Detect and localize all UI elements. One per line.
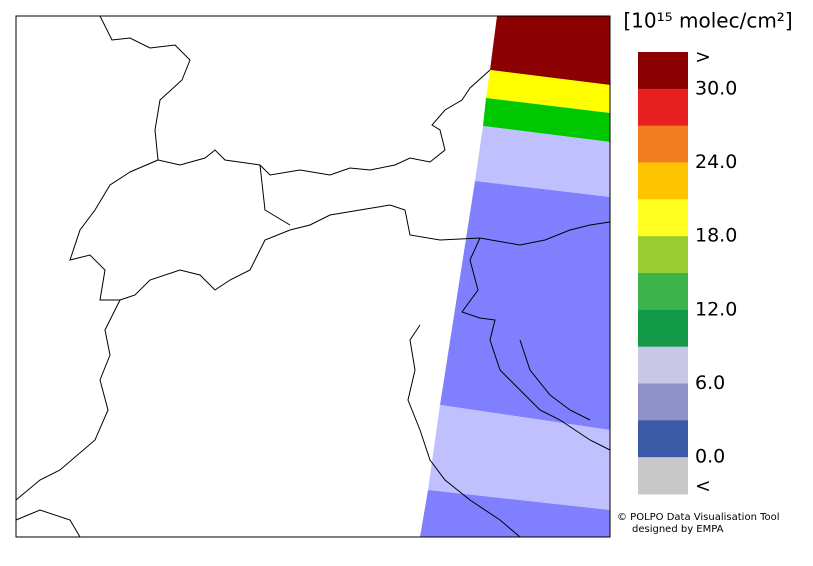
legend-label: 12.0 bbox=[695, 298, 737, 320]
color-swatch bbox=[638, 457, 688, 495]
legend-label: 30.0 bbox=[695, 77, 737, 99]
borders bbox=[15, 15, 611, 538]
colorbar: >30.0 24.0 18.0 12.0 6.0 0.0 < bbox=[638, 46, 737, 497]
color-swatch bbox=[638, 199, 688, 237]
swath bbox=[420, 16, 610, 537]
color-swatch bbox=[638, 125, 688, 163]
legend-label: 18.0 bbox=[695, 225, 737, 247]
legend-label: > bbox=[695, 46, 711, 68]
legend-label: 6.0 bbox=[695, 372, 725, 394]
legend-label: 0.0 bbox=[695, 446, 725, 468]
credit: © POLPO Data Visualisation Tool bbox=[617, 512, 780, 523]
color-swatch bbox=[638, 346, 688, 384]
credit: designed by EMPA bbox=[632, 524, 724, 535]
color-swatch bbox=[638, 162, 688, 200]
legend-label: < bbox=[695, 475, 711, 497]
color-swatch bbox=[638, 309, 688, 348]
color-swatch bbox=[638, 52, 688, 90]
legend-unit: [10¹⁵ molec/cm²] bbox=[623, 9, 792, 33]
color-swatch bbox=[638, 420, 688, 458]
color-swatch bbox=[638, 383, 688, 421]
legend-label: 24.0 bbox=[695, 151, 737, 173]
map-frame bbox=[15, 15, 611, 538]
color-swatch bbox=[638, 273, 688, 311]
color-swatch bbox=[638, 236, 688, 274]
color-swatch bbox=[638, 88, 688, 127]
